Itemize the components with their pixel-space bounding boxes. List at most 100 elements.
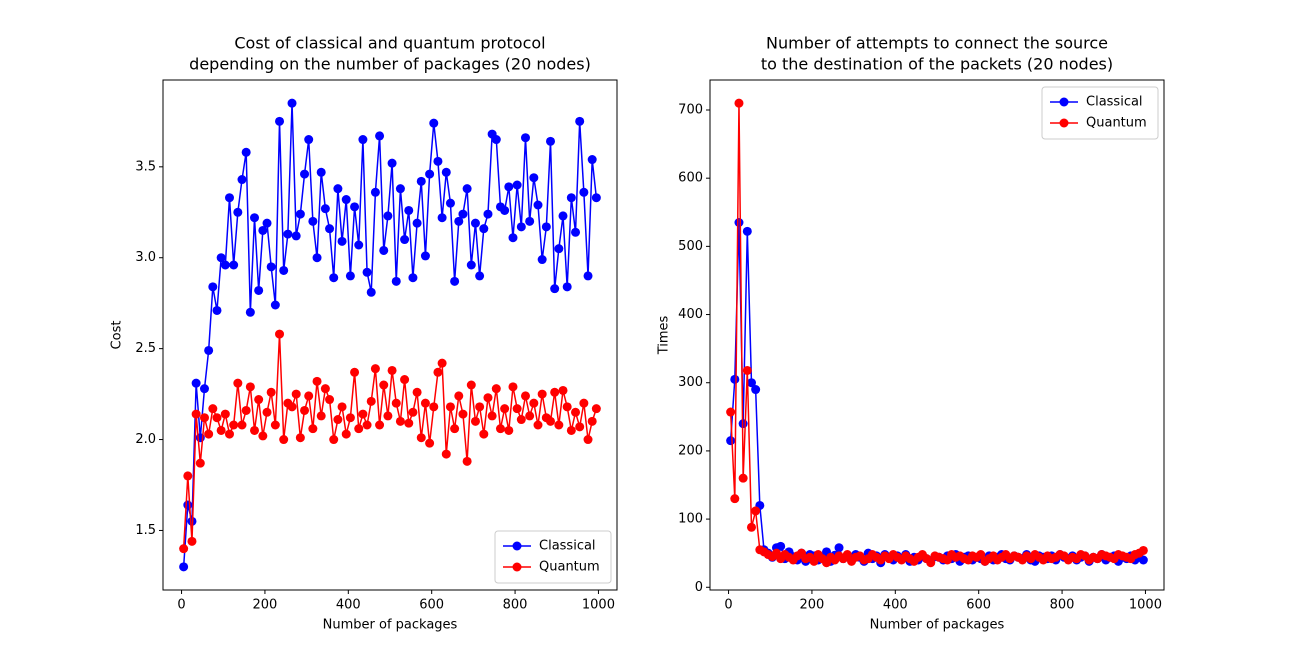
- point: [537, 255, 547, 265]
- point: [738, 473, 748, 483]
- point: [437, 358, 447, 368]
- point: [295, 209, 305, 219]
- point: [734, 218, 744, 227]
- x-tick-label: 200: [800, 598, 825, 613]
- point: [516, 222, 526, 232]
- point: [437, 213, 447, 223]
- point: [562, 402, 572, 412]
- point: [429, 118, 439, 128]
- point: [1138, 555, 1148, 565]
- point: [425, 438, 435, 448]
- legend-marker: [1059, 118, 1069, 128]
- point: [441, 449, 451, 459]
- point: [233, 207, 243, 217]
- point: [224, 429, 234, 439]
- legend-marker: [512, 562, 522, 572]
- point: [433, 156, 443, 166]
- point: [179, 544, 189, 554]
- point: [450, 424, 460, 434]
- point: [495, 424, 505, 434]
- point: [491, 384, 501, 394]
- point: [237, 175, 247, 185]
- point: [345, 271, 355, 281]
- y-tick-label: 500: [678, 239, 703, 254]
- point: [254, 285, 264, 295]
- y-tick-label: 3.0: [135, 250, 156, 265]
- x-tick-label: 400: [883, 598, 908, 613]
- y-axis-label: Times: [657, 315, 672, 355]
- point: [500, 404, 510, 414]
- point: [751, 385, 761, 395]
- point: [508, 382, 518, 392]
- point: [345, 413, 355, 423]
- point: [308, 424, 318, 434]
- chart-title: Number of attempts to connect the source: [766, 34, 1108, 53]
- x-tick-label: 800: [503, 598, 528, 613]
- point: [416, 433, 426, 443]
- point: [445, 198, 455, 208]
- point: [220, 409, 230, 419]
- point: [462, 184, 472, 194]
- y-tick-label: 2.5: [135, 341, 156, 356]
- point: [571, 407, 581, 417]
- point: [458, 209, 468, 219]
- point: [212, 305, 222, 315]
- point: [550, 284, 560, 294]
- point: [730, 494, 740, 504]
- axes-frame: [162, 79, 618, 591]
- point: [308, 216, 318, 226]
- y-tick-label: 100: [678, 512, 703, 527]
- point: [275, 329, 285, 339]
- point: [546, 416, 556, 426]
- point: [416, 176, 426, 186]
- x-tick-label: 600: [419, 598, 444, 613]
- point: [742, 226, 752, 236]
- point: [726, 407, 736, 417]
- point: [583, 435, 593, 445]
- plot-area: [710, 80, 1164, 590]
- point: [587, 155, 597, 165]
- point: [470, 416, 480, 426]
- point: [550, 387, 560, 397]
- point: [270, 420, 280, 430]
- point: [320, 204, 330, 214]
- point: [475, 402, 485, 412]
- point: [266, 262, 276, 272]
- point: [546, 136, 556, 146]
- legend-marker: [1059, 97, 1069, 107]
- point: [291, 389, 301, 399]
- point: [187, 536, 197, 546]
- point: [199, 384, 209, 394]
- point: [316, 167, 326, 177]
- point: [454, 391, 464, 401]
- point: [734, 98, 744, 108]
- point: [287, 98, 297, 108]
- point: [229, 420, 239, 430]
- point: [525, 216, 535, 226]
- point: [337, 236, 347, 246]
- legend-label: Classical: [1086, 95, 1143, 110]
- point: [404, 205, 414, 215]
- point: [529, 173, 539, 183]
- point: [425, 169, 435, 179]
- point: [520, 133, 530, 143]
- point: [395, 184, 405, 194]
- point: [366, 287, 376, 297]
- point: [304, 391, 314, 401]
- point: [475, 271, 485, 281]
- point: [404, 418, 414, 428]
- point: [504, 182, 514, 192]
- point: [926, 558, 936, 568]
- y-tick-label: 3.5: [135, 159, 156, 174]
- point: [587, 416, 597, 426]
- point: [533, 420, 543, 430]
- point: [391, 276, 401, 286]
- point: [370, 187, 380, 197]
- point: [179, 562, 189, 572]
- point: [199, 413, 209, 423]
- legend: Classical Quantum: [494, 530, 612, 584]
- point: [304, 135, 314, 145]
- point: [300, 169, 310, 179]
- point: [558, 211, 568, 221]
